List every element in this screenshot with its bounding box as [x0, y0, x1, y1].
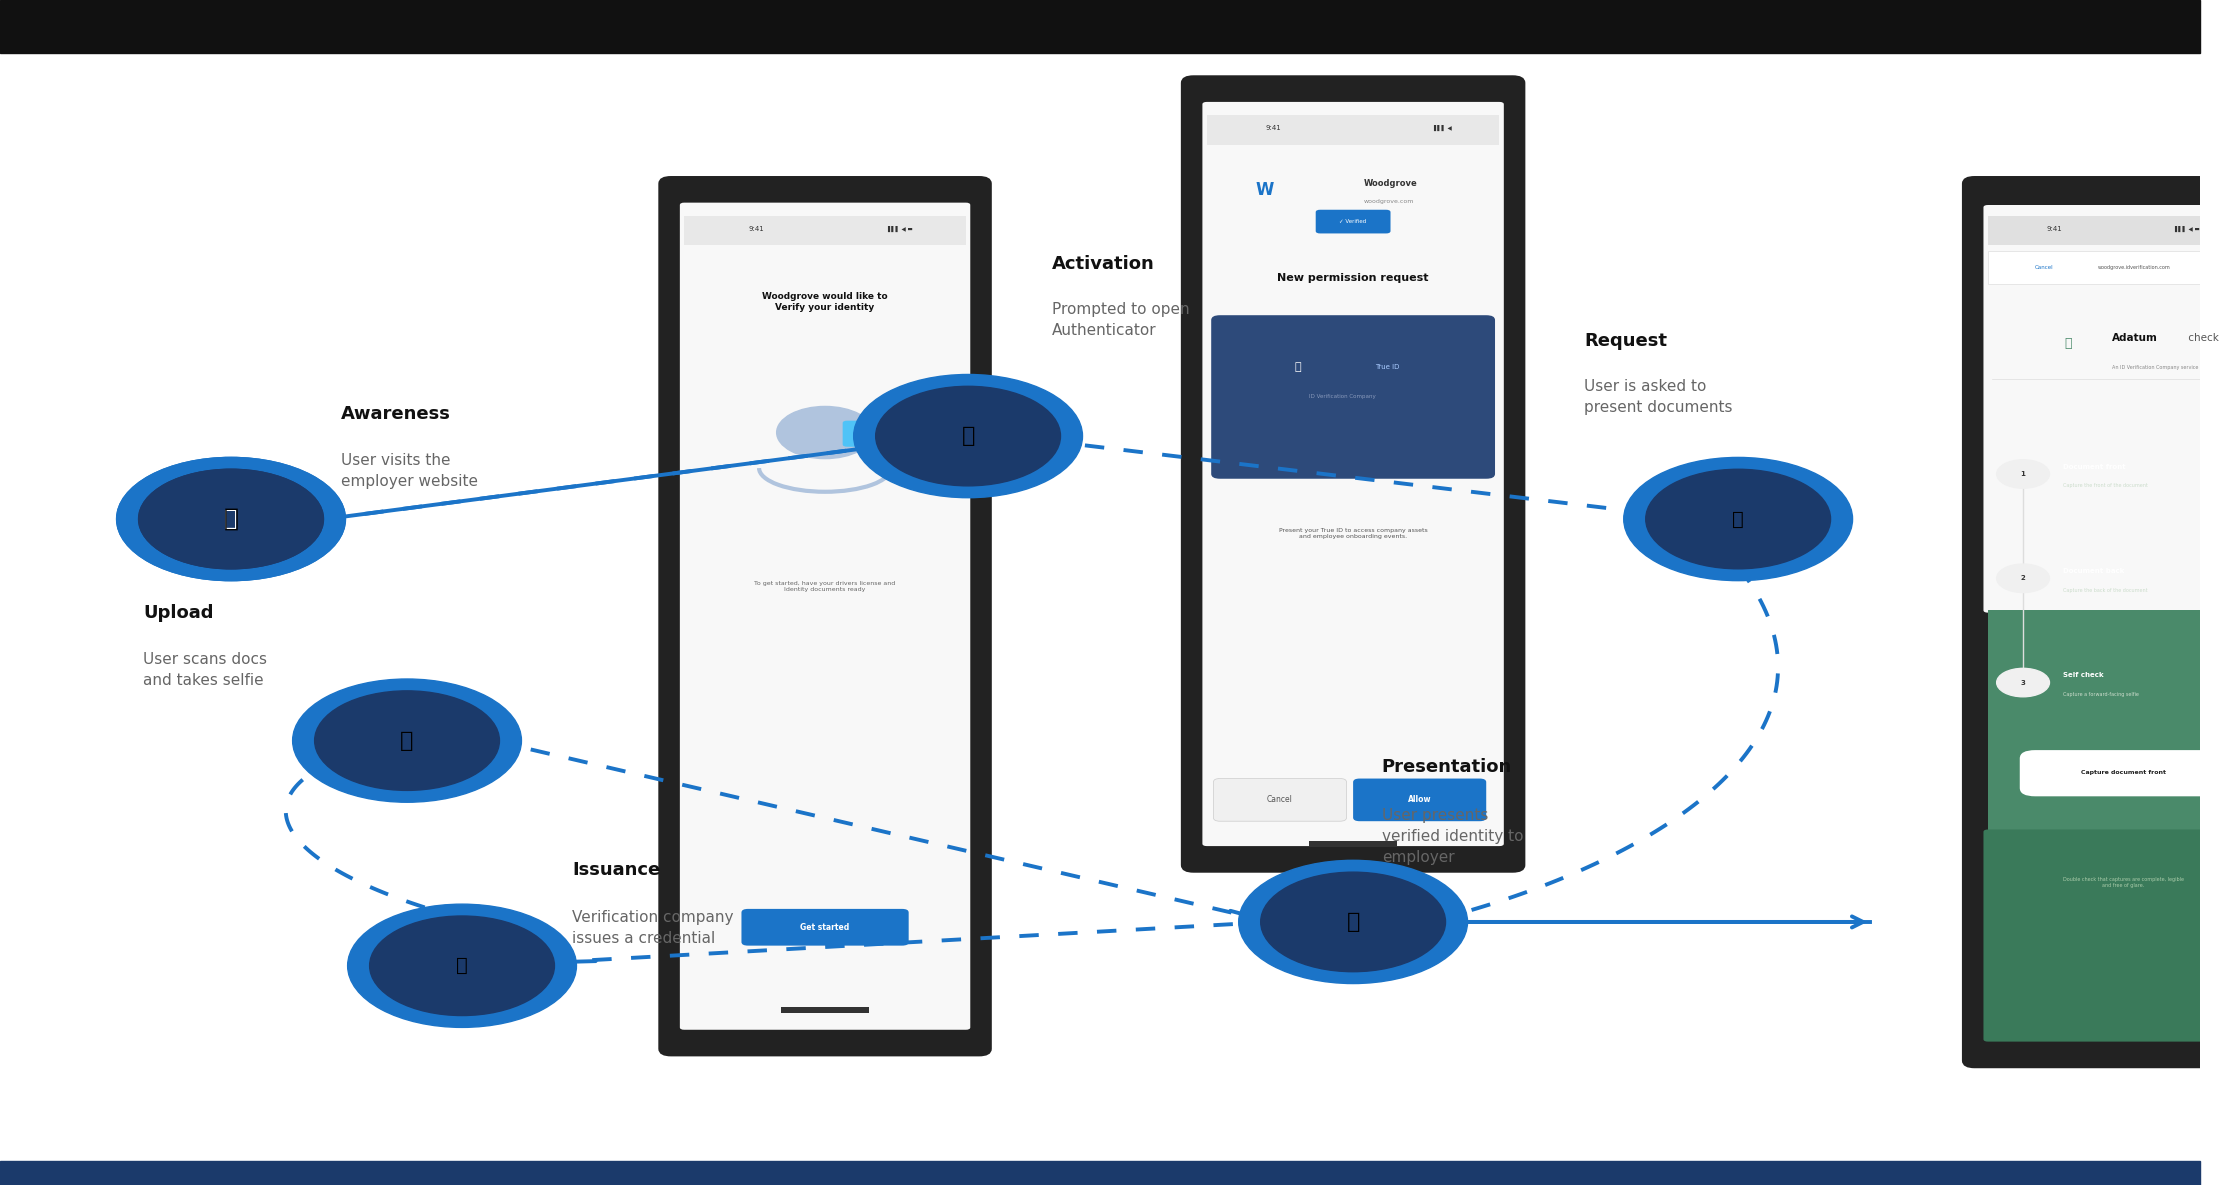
Text: W: W	[1255, 180, 1273, 199]
Text: woodgrove.com: woodgrove.com	[1364, 199, 1415, 204]
Text: check: check	[2184, 333, 2218, 342]
Text: Issuance: Issuance	[571, 861, 660, 879]
Bar	[684, 216, 967, 245]
Circle shape	[369, 916, 556, 1016]
Circle shape	[293, 679, 522, 802]
FancyBboxPatch shape	[1964, 178, 2222, 1066]
Text: 2: 2	[2020, 575, 2026, 582]
Text: User is asked to
present documents: User is asked to present documents	[1584, 379, 1733, 415]
Text: New permission request: New permission request	[1278, 274, 1429, 283]
Text: Capture the back of the document: Capture the back of the document	[2062, 588, 2146, 592]
Text: 🚜: 🚜	[1733, 510, 1744, 529]
FancyBboxPatch shape	[1182, 77, 1524, 871]
FancyBboxPatch shape	[1353, 779, 1487, 821]
Bar	[0, 1161, 2200, 1185]
Text: Presentation: Presentation	[1382, 758, 1511, 776]
Text: User presents
verified identity to
employer: User presents verified identity to emplo…	[1382, 808, 1524, 865]
Text: 🌐: 🌐	[1295, 363, 1302, 372]
Circle shape	[1647, 469, 1831, 569]
Circle shape	[1260, 872, 1447, 972]
Text: 👁: 👁	[224, 510, 238, 529]
Text: User visits the
employer website: User visits the employer website	[340, 453, 478, 488]
Text: Verification company
issues a credential: Verification company issues a credential	[571, 910, 733, 946]
Bar	[1309, 841, 1398, 847]
Text: Allow: Allow	[1409, 795, 1431, 805]
Text: Get started: Get started	[800, 923, 849, 931]
FancyBboxPatch shape	[1211, 315, 1495, 479]
Text: 9:41: 9:41	[1264, 124, 1280, 132]
FancyBboxPatch shape	[842, 421, 907, 447]
Bar	[1989, 610, 2222, 847]
FancyBboxPatch shape	[742, 909, 909, 946]
Circle shape	[138, 469, 324, 569]
FancyBboxPatch shape	[680, 203, 971, 1030]
FancyBboxPatch shape	[1984, 830, 2222, 1042]
Text: Adatum: Adatum	[2113, 333, 2158, 342]
Text: ✓ Verified: ✓ Verified	[1340, 219, 1367, 224]
Text: 🏛: 🏛	[1347, 912, 1360, 931]
Text: ▌▌▌ ◀ ▬: ▌▌▌ ◀ ▬	[887, 225, 913, 232]
Bar	[0, 0, 2200, 53]
Circle shape	[875, 386, 1060, 486]
Circle shape	[138, 469, 324, 569]
Circle shape	[1624, 457, 1853, 581]
Text: Cancel: Cancel	[1267, 795, 1293, 805]
FancyBboxPatch shape	[1202, 102, 1504, 846]
Text: 3: 3	[2020, 679, 2026, 686]
Text: User scans docs
and takes selfie: User scans docs and takes selfie	[142, 652, 267, 687]
FancyBboxPatch shape	[660, 178, 991, 1055]
Text: 9:41: 9:41	[749, 225, 764, 232]
Circle shape	[1998, 564, 2049, 592]
Text: 9:41: 9:41	[2046, 225, 2062, 232]
Text: Capture a forward-facing selfie: Capture a forward-facing selfie	[2062, 692, 2138, 697]
Text: 1: 1	[2020, 470, 2026, 478]
Text: True ID: True ID	[1375, 364, 1400, 371]
Text: Request: Request	[1584, 332, 1666, 350]
FancyBboxPatch shape	[1315, 210, 1391, 233]
FancyBboxPatch shape	[1213, 779, 1347, 821]
Text: 📷: 📷	[400, 731, 413, 750]
Text: To get started, have your drivers license and
Identity documents ready: To get started, have your drivers licens…	[755, 581, 895, 592]
Circle shape	[116, 457, 344, 581]
Text: ▌▌▌ ◀: ▌▌▌ ◀	[1433, 124, 1453, 132]
Bar	[1989, 216, 2222, 245]
Text: Present your True ID to access company assets
and employee onboarding events.: Present your True ID to access company a…	[1278, 527, 1427, 539]
Text: Capture document front: Capture document front	[2080, 770, 2166, 775]
Circle shape	[1998, 668, 2049, 697]
Circle shape	[116, 457, 344, 581]
Text: Self check: Self check	[2062, 672, 2104, 679]
Text: ▌▌▌ ◀ ▬: ▌▌▌ ◀ ▬	[2175, 225, 2200, 232]
Text: Document back: Document back	[2062, 568, 2124, 575]
Text: 🌐: 🌐	[2064, 338, 2071, 350]
Text: Awareness: Awareness	[340, 405, 451, 423]
Text: Woodgrove: Woodgrove	[1364, 179, 1418, 188]
Text: Woodgrove would like to
Verify your identity: Woodgrove would like to Verify your iden…	[762, 293, 889, 312]
Text: Upload: Upload	[142, 604, 213, 622]
Text: 🚪: 🚪	[962, 427, 975, 446]
Circle shape	[778, 406, 873, 459]
Text: 🔭: 🔭	[224, 507, 238, 531]
Bar	[782, 1007, 869, 1013]
Bar	[1207, 115, 1500, 145]
Circle shape	[1238, 860, 1467, 984]
FancyBboxPatch shape	[2020, 750, 2222, 796]
Text: ID Verification Company: ID Verification Company	[1309, 395, 1375, 399]
Circle shape	[347, 904, 575, 1027]
FancyBboxPatch shape	[1984, 205, 2222, 613]
Text: Cancel: Cancel	[2035, 265, 2053, 270]
Text: Document front: Document front	[2062, 463, 2124, 470]
Text: 📰: 📰	[456, 956, 469, 975]
Text: Activation: Activation	[1051, 255, 1155, 273]
Text: woodgrove.idverification.com: woodgrove.idverification.com	[2098, 265, 2171, 270]
Circle shape	[1998, 460, 2049, 488]
Circle shape	[853, 374, 1082, 498]
Text: Capture the front of the document: Capture the front of the document	[2062, 483, 2146, 488]
Text: Prompted to open
Authenticator: Prompted to open Authenticator	[1051, 302, 1189, 338]
Text: An ID Verification Company service: An ID Verification Company service	[2113, 365, 2198, 370]
Circle shape	[316, 691, 500, 790]
Text: Double check that captures are complete, legible
and free of glare.: Double check that captures are complete,…	[2062, 877, 2184, 889]
Bar	[1989, 251, 2222, 284]
